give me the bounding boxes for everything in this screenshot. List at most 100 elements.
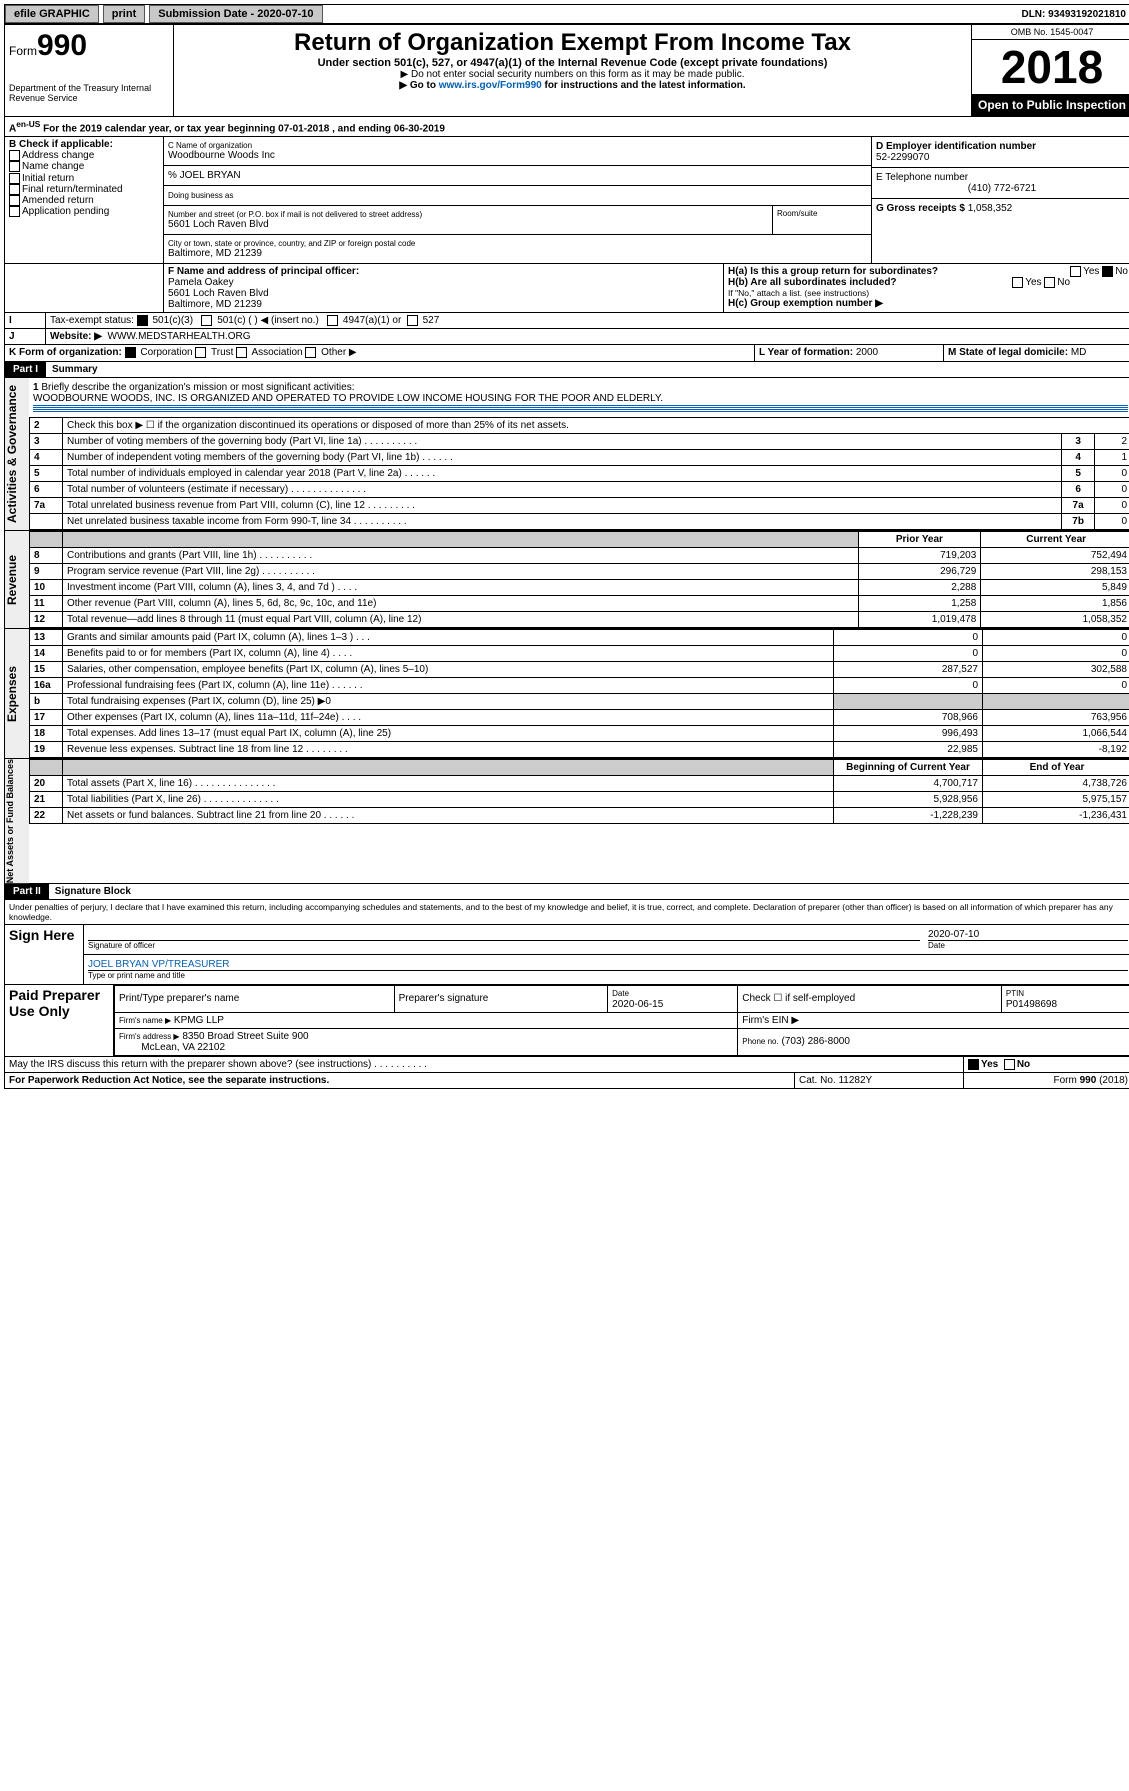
omb-number: OMB No. 1545-0047	[972, 25, 1129, 40]
city-label: City or town, state or province, country…	[168, 239, 867, 248]
discuss-yes	[968, 1059, 979, 1070]
prep-h3: Date	[612, 989, 629, 998]
org-name: Woodbourne Woods Inc	[168, 150, 867, 161]
dln: DLN: 93493192021810	[1021, 9, 1129, 20]
discuss-question: May the IRS discuss this return with the…	[5, 1057, 964, 1072]
line3: Number of voting members of the governin…	[63, 433, 1062, 449]
line7a: Total unrelated business revenue from Pa…	[63, 497, 1062, 513]
form-title: Return of Organization Exempt From Incom…	[178, 29, 967, 57]
chk-address-change[interactable]: Address change	[9, 150, 159, 161]
val6: 0	[1095, 481, 1129, 497]
line4: Number of independent voting members of …	[63, 449, 1062, 465]
p9: 296,729	[858, 563, 981, 579]
c18: 1,066,544	[983, 725, 1129, 741]
hb-note: If "No," attach a list. (see instruction…	[728, 288, 1128, 298]
c16a: 0	[983, 677, 1129, 693]
block-g-label: G Gross receipts $	[876, 203, 965, 214]
officer-addr: 5601 Loch Raven Blvd	[168, 288, 719, 299]
chk-corp	[125, 347, 136, 358]
prep-date: 2020-06-15	[612, 999, 663, 1010]
val7b: 0	[1095, 513, 1129, 529]
line16b: Total fundraising expenses (Part IX, col…	[63, 693, 834, 709]
phone: (410) 772-6721	[876, 183, 1128, 194]
room-label: Room/suite	[777, 209, 817, 218]
p11: 1,258	[858, 595, 981, 611]
c17: 763,956	[983, 709, 1129, 725]
form-label: Form	[9, 44, 37, 58]
val3: 2	[1095, 433, 1129, 449]
section-expenses: Expenses	[5, 629, 29, 758]
c20: 4,738,726	[983, 775, 1129, 791]
prep-h5: PTIN	[1006, 989, 1024, 998]
tax-year: 2018	[972, 40, 1129, 94]
firm-phone: (703) 286-8000	[782, 1036, 850, 1047]
section-revenue: Revenue	[5, 531, 29, 628]
subtitle-3: ▶ Go to www.irs.gov/Form990 for instruct…	[178, 80, 967, 91]
line9: Program service revenue (Part VIII, line…	[63, 563, 859, 579]
prep-h4: Check ☐ if self-employed	[738, 985, 1002, 1012]
subtitle-1: Under section 501(c), 527, or 4947(a)(1)…	[178, 57, 967, 69]
chk-app-pending[interactable]: Application pending	[9, 206, 159, 217]
top-bar: efile GRAPHIC print Submission Date - 20…	[4, 4, 1129, 24]
efile-tag: efile GRAPHIC	[5, 5, 99, 23]
hdr-end: End of Year	[983, 759, 1129, 775]
line17: Other expenses (Part IX, column (A), lin…	[63, 709, 834, 725]
irs-link[interactable]: www.irs.gov/Form990	[439, 80, 542, 91]
firm-ein-label: Firm's EIN ▶	[738, 1012, 1129, 1028]
hdr-prior: Prior Year	[858, 531, 981, 547]
c19: -8,192	[983, 741, 1129, 757]
block-d-label: D Employer identification number	[876, 141, 1128, 152]
p13: 0	[834, 629, 983, 645]
c21: 5,975,157	[983, 791, 1129, 807]
p8: 719,203	[858, 547, 981, 563]
part2-tab: Part II	[5, 884, 49, 899]
p14: 0	[834, 645, 983, 661]
hc-label: H(c) Group exemption number ▶	[728, 298, 1128, 309]
prep-h2: Preparer's signature	[394, 985, 608, 1012]
chk-final-return[interactable]: Final return/terminated	[9, 184, 159, 195]
ha-no-check	[1102, 266, 1113, 277]
subtitle-2: ▶ Do not enter social security numbers o…	[178, 69, 967, 80]
firm-label: Firm's name ▶	[119, 1016, 171, 1025]
line2: Check this box ▶ ☐ if the organization d…	[63, 417, 1129, 433]
firm-addr-label: Firm's address ▶	[119, 1032, 180, 1041]
part1-tab: Part I	[5, 362, 46, 377]
c12: 1,058,352	[981, 611, 1129, 627]
firm-phone-label: Phone no.	[742, 1037, 778, 1046]
firm-addr: 8350 Broad Street Suite 900	[182, 1031, 308, 1042]
chk-amended[interactable]: Amended return	[9, 195, 159, 206]
form-footer: Form 990 (2018)	[964, 1073, 1129, 1088]
c11: 1,856	[981, 595, 1129, 611]
line19: Revenue less expenses. Subtract line 18 …	[63, 741, 834, 757]
addr-label: Number and street (or P.O. box if mail i…	[168, 210, 768, 219]
chk-initial-return[interactable]: Initial return	[9, 173, 159, 184]
line22: Net assets or fund balances. Subtract li…	[63, 807, 834, 823]
chk-501c3	[137, 315, 148, 326]
line7b: Net unrelated business taxable income fr…	[63, 513, 1062, 529]
paid-preparer-label: Paid Preparer Use Only	[5, 985, 114, 1056]
print-button[interactable]: print	[103, 5, 145, 23]
line20: Total assets (Part X, line 16) . . . . .…	[63, 775, 834, 791]
form-of-org: K Form of organization: Corporation Trus…	[5, 345, 755, 360]
val5: 0	[1095, 465, 1129, 481]
declaration: Under penalties of perjury, I declare th…	[5, 900, 1129, 924]
sig-officer-label: Signature of officer	[88, 940, 920, 950]
street-address: 5601 Loch Raven Blvd	[168, 219, 768, 230]
c8: 752,494	[981, 547, 1129, 563]
section-netassets: Net Assets or Fund Balances	[5, 759, 29, 883]
prep-h1: Print/Type preparer's name	[115, 985, 395, 1012]
line21: Total liabilities (Part X, line 26) . . …	[63, 791, 834, 807]
part1-title: Summary	[46, 364, 98, 375]
ein: 52-2299070	[876, 152, 1128, 163]
form-header: Form990 Department of the Treasury Inter…	[4, 24, 1129, 117]
line13: Grants and similar amounts paid (Part IX…	[63, 629, 834, 645]
chk-name-change[interactable]: Name change	[9, 161, 159, 172]
sign-date-label: Date	[928, 940, 1128, 950]
line16a: Professional fundraising fees (Part IX, …	[63, 677, 834, 693]
val7a: 0	[1095, 497, 1129, 513]
line18: Total expenses. Add lines 13–17 (must eq…	[63, 725, 834, 741]
c9: 298,153	[981, 563, 1129, 579]
officer-name: Pamela Oakey	[168, 277, 719, 288]
pra-notice: For Paperwork Reduction Act Notice, see …	[5, 1073, 795, 1088]
line5: Total number of individuals employed in …	[63, 465, 1062, 481]
